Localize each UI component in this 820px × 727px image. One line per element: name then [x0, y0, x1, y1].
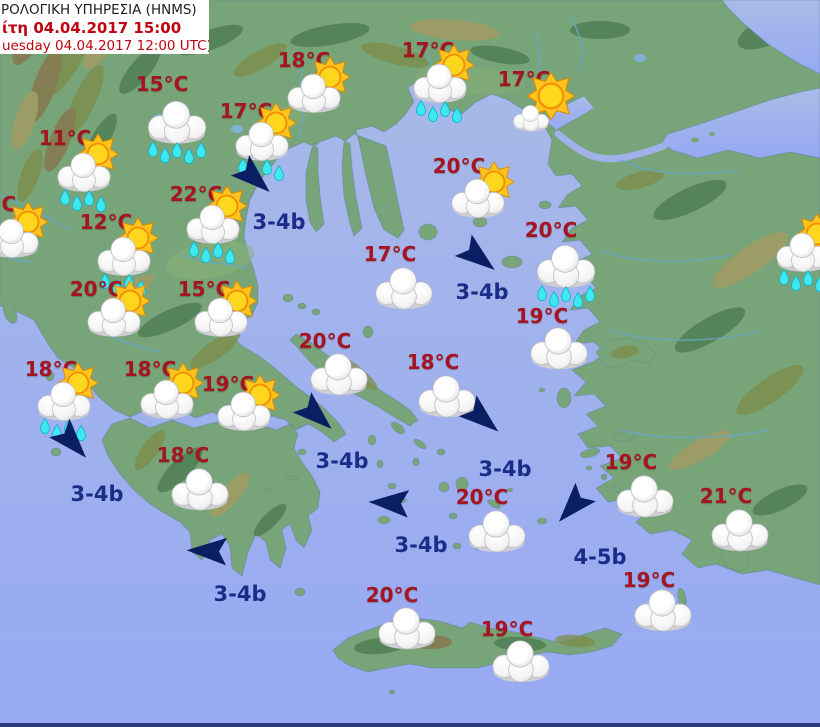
dardanelles-strait [554, 130, 668, 163]
temperature-label: 20°C [365, 583, 419, 607]
temperature-label: 19°C [622, 568, 676, 592]
wind-speed-label: 3-4b [394, 533, 448, 557]
marmara-island [691, 137, 699, 143]
wind-direction-arrow-icon [49, 418, 97, 465]
temperature-label: 15°C [177, 277, 231, 301]
sun-cloud-icon [451, 161, 515, 219]
wind-speed-label: 3-4b [252, 210, 306, 234]
temperature-label: 18°C [406, 350, 460, 374]
wind-direction-arrow-icon [454, 234, 504, 280]
wind-speed-label: 3-4b [70, 482, 124, 506]
header-utc-datetime: uesday 04.04.2017 12:00 UTC) [2, 38, 209, 54]
cloud-icon [378, 607, 436, 650]
wind-speed-label: 3-4b [455, 280, 509, 304]
temperature-label: 20°C [432, 154, 486, 178]
sun-cloud-rain-icon [776, 213, 820, 292]
sun-cloud-icon [0, 201, 49, 259]
temperature-label: 20°C [69, 277, 123, 301]
temperature-label: 21°C [699, 484, 753, 508]
cloud-icon [468, 510, 526, 553]
cloud-icon [492, 640, 550, 683]
header-box: ΡΟΛΟΓΙΚΗ ΥΠΗΡΕΣΙΑ (HNMS) ίτη 04.04.2017 … [0, 0, 209, 54]
wind-speed-label: 3-4b [478, 457, 532, 481]
temperature-label: 20°C [455, 485, 509, 509]
cloud-icon [634, 589, 692, 632]
temperature-label: 20°C [298, 329, 352, 353]
sun-cloud-icon [87, 280, 151, 338]
sea-of-marmara [661, 87, 820, 159]
wind-direction-arrow-icon [186, 536, 227, 566]
cloud-icon [530, 327, 588, 370]
cloud-icon [711, 509, 769, 552]
temperature-label: 19°C [515, 304, 569, 328]
wind-speed-label: 4-5b [573, 545, 627, 569]
wind-direction-arrow-icon [548, 482, 596, 529]
wind-speed-label: 3-4b [213, 582, 267, 606]
cloud-rain-icon [536, 244, 596, 308]
sun-cloud-small-icon [513, 71, 576, 132]
wind-speed-label: 3-4b [315, 449, 369, 473]
header-local-datetime: ίτη 04.04.2017 15:00 [2, 19, 182, 37]
sun-cloud-rain-icon [413, 44, 475, 124]
cloud-icon [616, 475, 674, 518]
temperature-label: 15°C [135, 72, 189, 96]
wind-direction-arrow-icon [292, 392, 341, 438]
temperature-label: 18°C [123, 357, 177, 381]
wind-direction-arrow-icon [458, 395, 508, 441]
wind-direction-arrow-icon [367, 488, 410, 518]
cloud-icon [375, 267, 433, 310]
temperature-label: 19°C [604, 450, 658, 474]
temperature-label: 12°C [79, 210, 133, 234]
bottom-border-bar [0, 723, 820, 727]
black-sea [721, 0, 820, 75]
temperature-label: 19°C [480, 617, 534, 641]
temperature-label: 20°C [524, 218, 578, 242]
sun-cloud-icon [194, 280, 258, 338]
wind-direction-arrow-icon [230, 155, 279, 201]
temperature-label: 11°C [38, 126, 92, 150]
temperature-label: 17°C [363, 242, 417, 266]
temperature-label: 18°C [156, 443, 210, 467]
cloud-icon [171, 468, 229, 511]
marmara-island [709, 132, 715, 136]
temperature-label: °C [0, 192, 17, 216]
header-title: ΡΟΛΟΓΙΚΗ ΥΠΗΡΕΣΙΑ (HNMS) [1, 2, 197, 18]
